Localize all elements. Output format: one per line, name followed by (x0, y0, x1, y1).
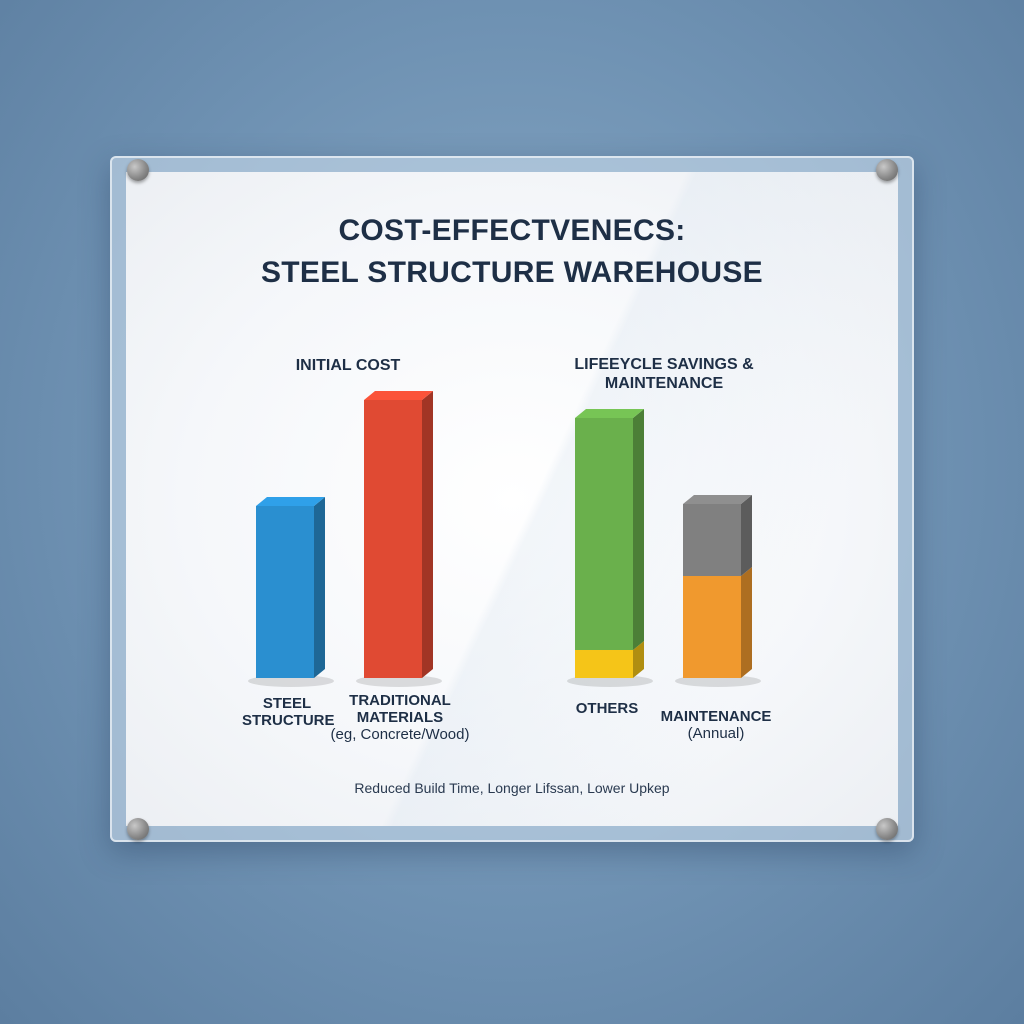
bar-others-segment-1 (575, 409, 644, 650)
chart-title-initial-cost: INITIAL COST (295, 357, 401, 374)
bar-initial-cost-steel (256, 497, 325, 678)
bar-initial-cost-traditional (364, 391, 433, 678)
chart-title-lifecycle: LIFEEYCLE SAVINGS & MAINTENANCE (574, 356, 754, 392)
mount-pin-bottom-right (876, 818, 898, 840)
bar-maintenance-segment-1 (683, 495, 752, 576)
mount-pin-top-right (876, 159, 898, 181)
page-title-line1: COST-EFFECTVENECS: (338, 214, 686, 247)
footer-caption: Reduced Build Time, Longer Lifssan, Lowe… (354, 780, 670, 796)
category-label-traditional-text: TRADITIONAL MATERIALS (349, 692, 451, 726)
category-label-traditional: TRADITIONAL MATERIALS (eg, Concrete/Wood… (325, 692, 475, 743)
mount-pin-bottom-left (127, 818, 149, 840)
page-title-line2: STEEL STRUCTURE WAREHOUSE (261, 256, 763, 289)
category-label-others: OTHERS (557, 700, 657, 717)
category-label-maintenance: MAINTENANCE (Annual) (648, 708, 784, 742)
category-sublabel-traditional: (eg, Concrete/Wood) (330, 726, 470, 743)
category-sublabel-maintenance: (Annual) (687, 725, 745, 742)
category-label-maintenance-text: MAINTENANCE (660, 708, 772, 725)
category-label-steel: STEEL STRUCTURE (242, 695, 335, 729)
mount-pin-top-left (127, 159, 149, 181)
bar-maintenance-segment-0 (683, 567, 752, 678)
category-label-others-text: OTHERS (575, 700, 639, 717)
category-label-steel-text: STEEL STRUCTURE (242, 695, 335, 729)
bar-others-segment-0 (575, 641, 644, 678)
